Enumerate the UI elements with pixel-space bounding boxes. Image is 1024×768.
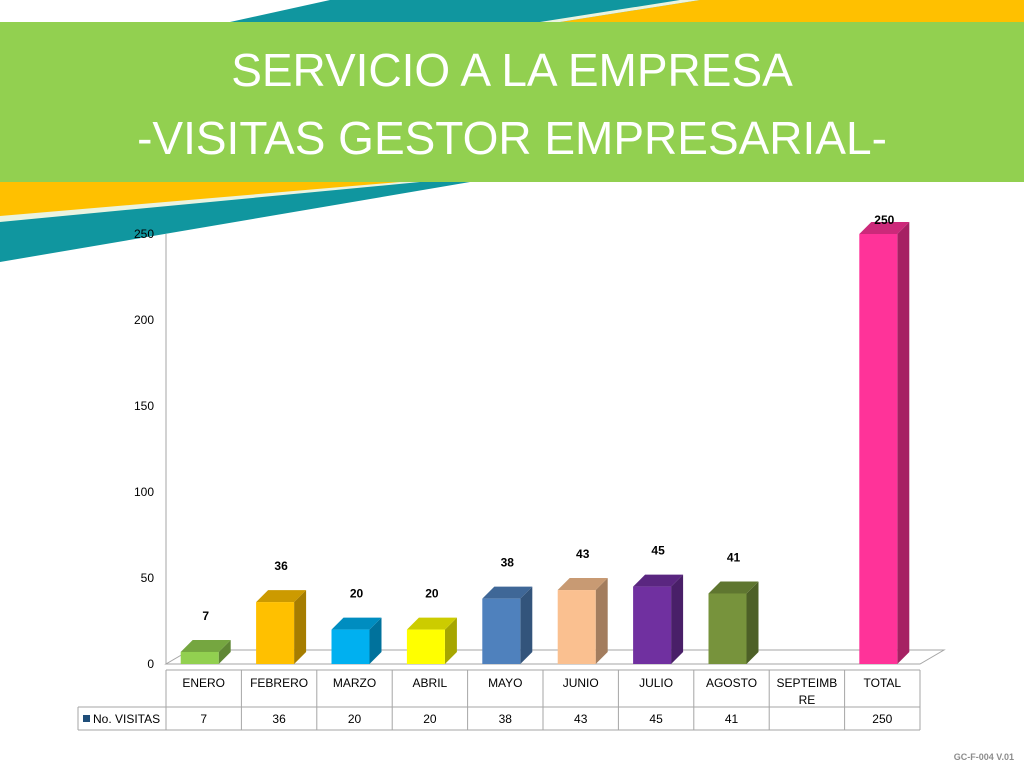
bar-side	[444, 617, 457, 664]
bar-side	[671, 574, 684, 664]
bar-side	[595, 578, 608, 664]
x-tick-label: AGOSTO	[706, 676, 757, 690]
y-tick-label: 200	[134, 313, 154, 327]
legend-label: No. VISITAS	[93, 712, 160, 726]
data-label: 43	[576, 547, 590, 561]
data-label: 20	[425, 587, 439, 601]
bar-top	[557, 578, 608, 591]
bar	[406, 629, 445, 664]
table-value: 20	[423, 712, 437, 726]
legend-swatch	[83, 715, 90, 722]
bar-side	[218, 639, 231, 664]
x-tick-label: FEBRERO	[250, 676, 308, 690]
footer-code: GC-F-004 V.01	[953, 752, 1014, 762]
x-tick-label: MARZO	[333, 676, 376, 690]
orange-wedge-left	[0, 182, 400, 216]
y-tick-label: 50	[141, 571, 155, 585]
table-value: 43	[574, 712, 588, 726]
table-value: 7	[200, 712, 207, 726]
x-tick-label: TOTAL	[864, 676, 902, 690]
bar-top	[256, 590, 307, 603]
bar-top	[859, 222, 910, 234]
page-subtitle: -VISITAS GESTOR EMPRESARIAL-	[137, 112, 887, 164]
data-label: 41	[727, 550, 741, 564]
data-label: 250	[874, 213, 894, 227]
bar-top	[482, 586, 533, 599]
table-value: 36	[272, 712, 286, 726]
bar-side	[369, 617, 382, 664]
y-tick-label: 100	[134, 485, 154, 499]
table-value: 20	[348, 712, 362, 726]
data-label: 38	[501, 556, 515, 570]
bar	[256, 602, 295, 664]
bar	[633, 586, 672, 664]
y-tick-label: 0	[147, 657, 154, 671]
table-value: 41	[725, 712, 739, 726]
bar-chart: 0 50 100 150 200 250 7 36 20 20 38 43 45 41 250 ENERO FE…	[77, 213, 946, 731]
bar-side	[520, 586, 533, 664]
bar	[859, 234, 898, 664]
x-tick-label: JUNIO	[563, 676, 599, 690]
x-tick-label: JULIO	[639, 676, 673, 690]
data-label: 20	[350, 587, 364, 601]
bar-side	[897, 222, 910, 664]
data-label: 45	[651, 544, 665, 558]
bar-top	[180, 639, 231, 652]
bar-side	[294, 590, 307, 664]
x-tick-label: ABRIL	[413, 676, 448, 690]
bar	[557, 590, 596, 664]
table-value: 45	[649, 712, 663, 726]
x-tick-label: SEPTEIMB	[777, 676, 838, 690]
data-label: 36	[274, 559, 288, 573]
orange-stripe-top	[560, 0, 1024, 22]
bar	[708, 593, 747, 664]
header-decoration	[0, 0, 1024, 262]
x-tick-label: MAYO	[488, 676, 522, 690]
y-tick-label: 150	[134, 399, 154, 413]
data-label: 7	[202, 609, 209, 623]
y-tick-label: 250	[134, 227, 154, 241]
table-value: 250	[872, 712, 892, 726]
table-value: 38	[499, 712, 513, 726]
title-banner: SERVICIO A LA EMPRESA -VISITAS GESTOR EM…	[0, 22, 1024, 182]
bar-top	[633, 574, 684, 587]
bar-top	[708, 581, 759, 594]
bar	[482, 598, 521, 664]
bar	[331, 629, 370, 664]
x-tick-label: RE	[799, 693, 816, 707]
page-title: SERVICIO A LA EMPRESA	[231, 44, 793, 96]
bar-top	[331, 617, 382, 630]
light-stripe-top	[540, 0, 700, 22]
bar-top	[406, 617, 457, 630]
x-tick-label: ENERO	[182, 676, 225, 690]
bar-side	[746, 581, 759, 664]
bar	[180, 651, 219, 664]
